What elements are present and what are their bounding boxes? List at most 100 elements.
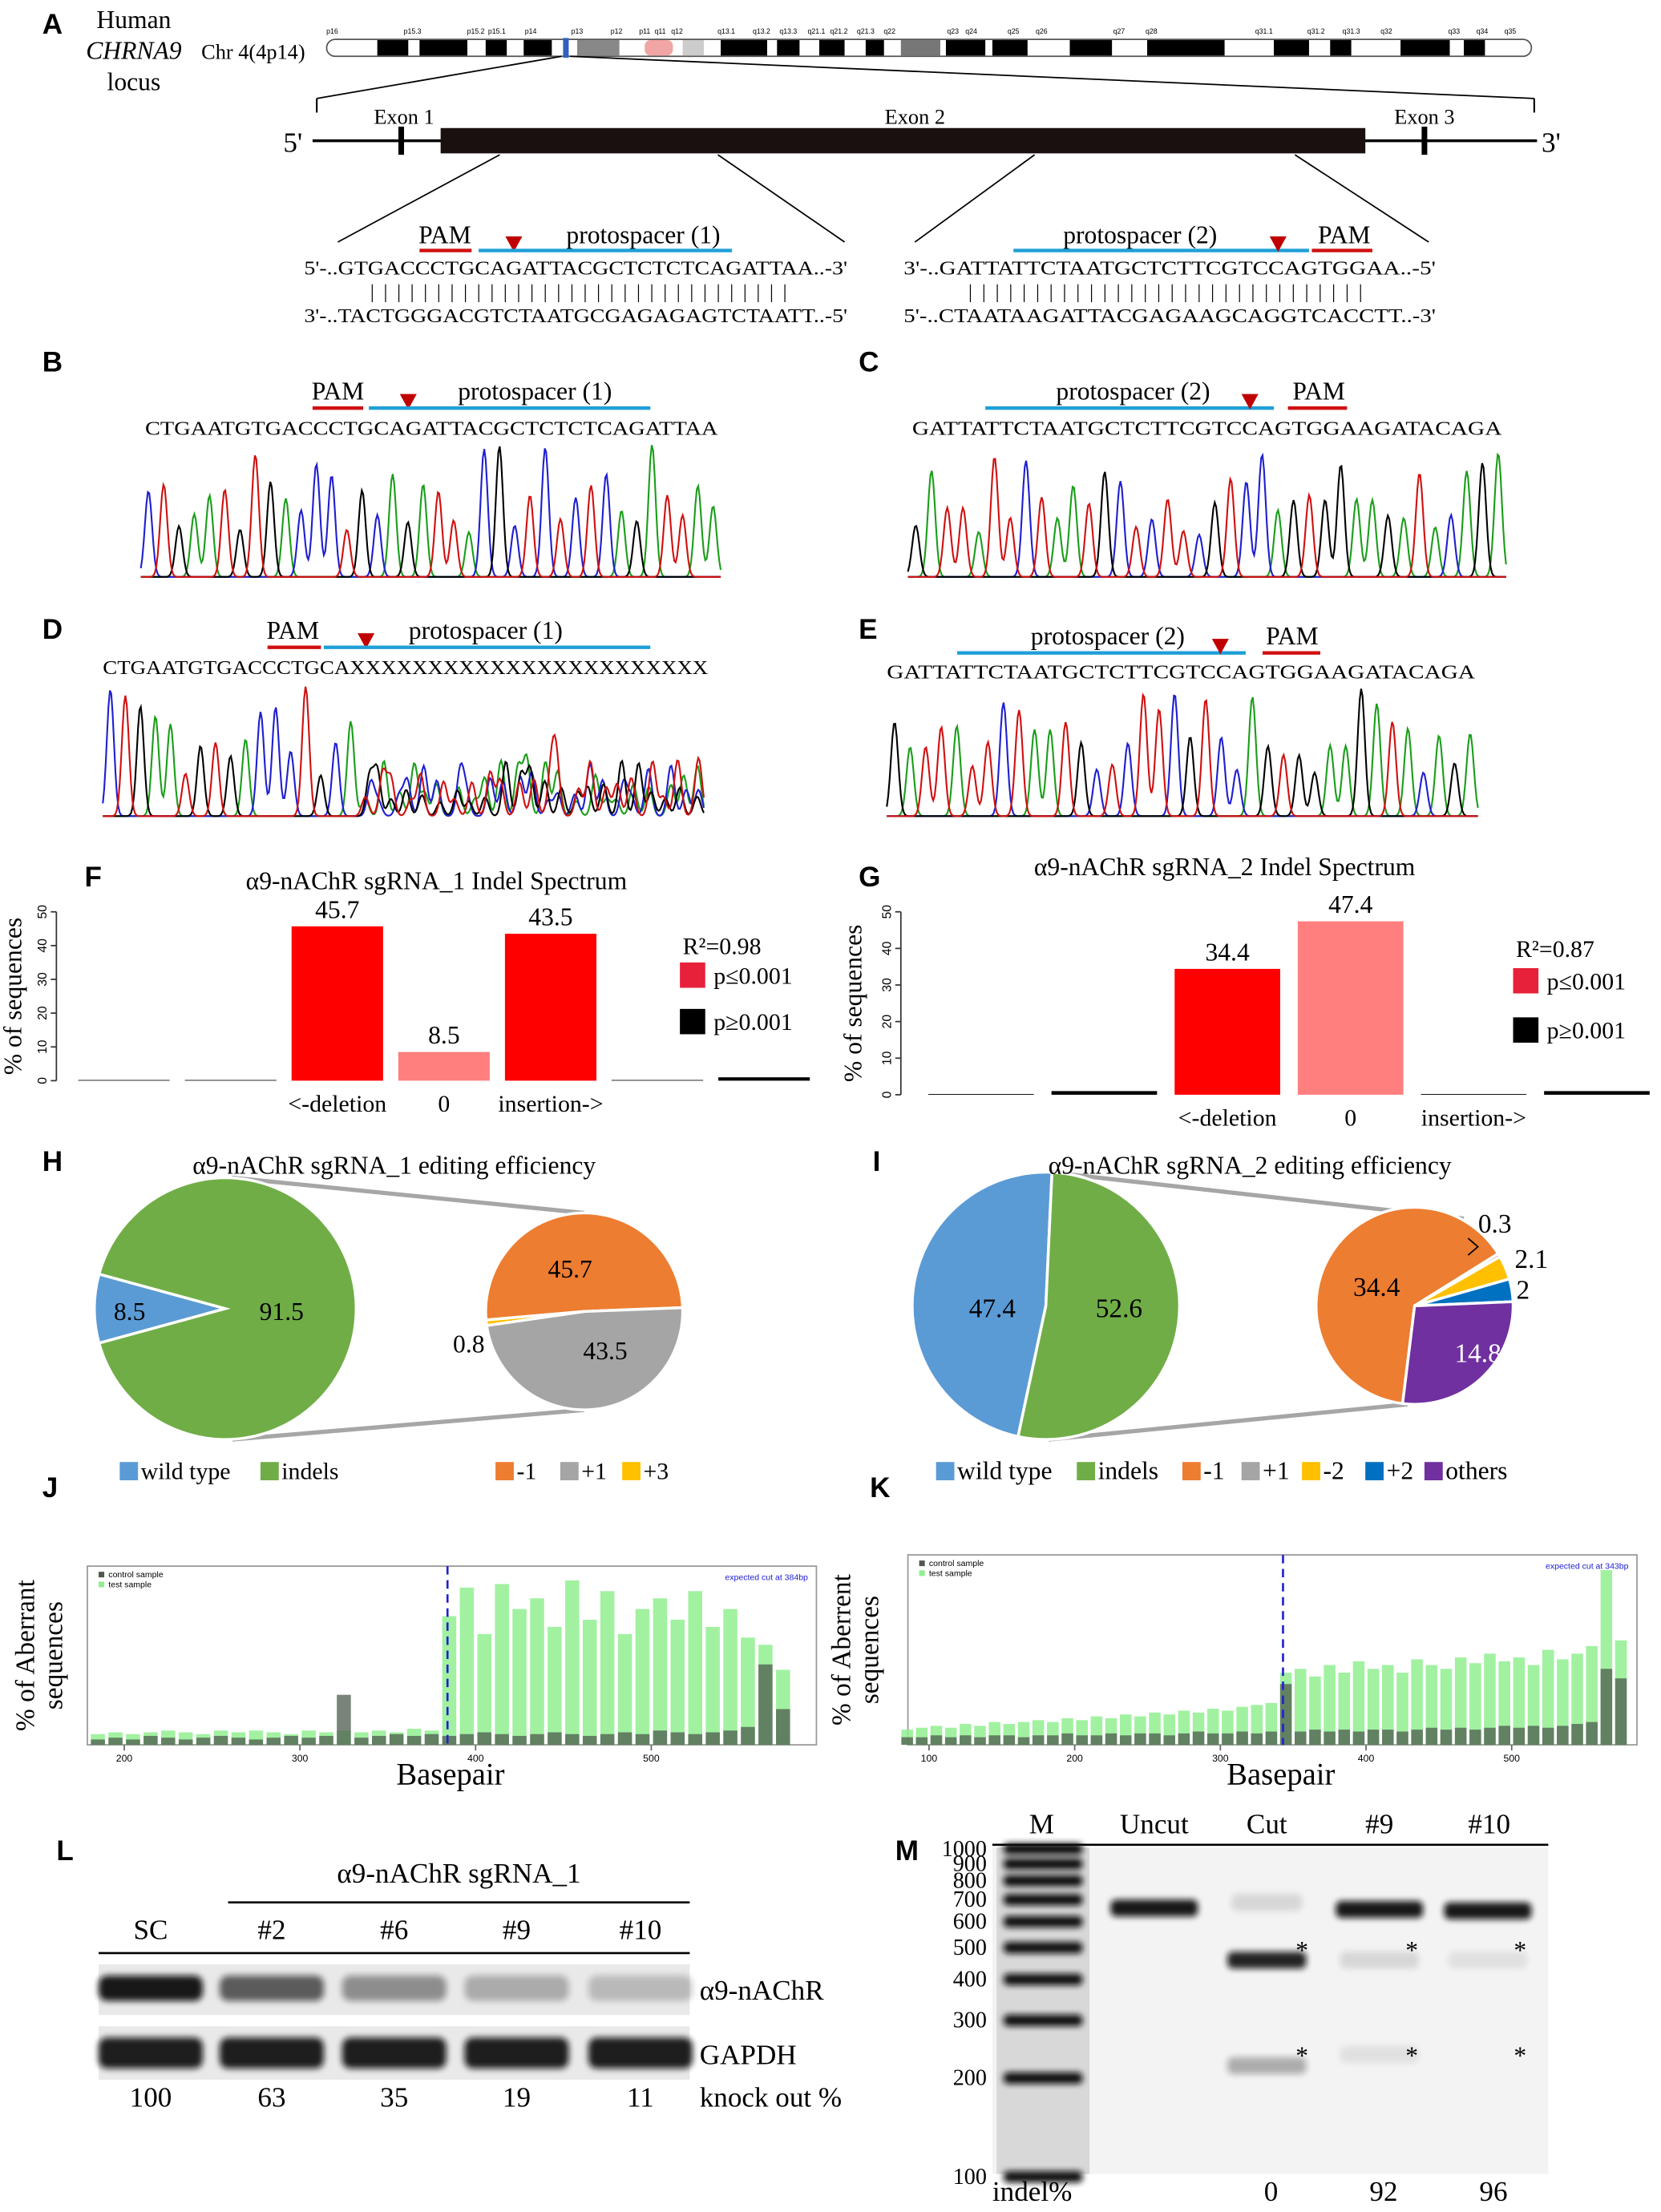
band-label: p16 [326, 27, 338, 35]
chromosome-band [818, 40, 845, 56]
y-tick-label: 50 [36, 905, 50, 919]
x-tick-label: <-deletion [288, 1091, 386, 1117]
band-label: q21.1 [807, 27, 825, 35]
data-label: 91.5 [260, 1298, 304, 1326]
rule [570, 55, 1534, 99]
bar [398, 1052, 490, 1081]
lane-label: M [1029, 1809, 1054, 1840]
gel-band [1340, 1952, 1419, 1969]
gel-band [1448, 1952, 1528, 1969]
data-label: 14.8 [1454, 1339, 1501, 1369]
label: protospacer (2) [1031, 622, 1185, 650]
bar [1440, 1669, 1453, 1746]
bar [960, 1735, 972, 1746]
bar [1192, 1731, 1205, 1746]
legend-label: +3 [643, 1458, 669, 1484]
y-tick-label: 10 [36, 1039, 50, 1054]
data-label: 0.8 [453, 1330, 485, 1358]
x-tick-label: 400 [1358, 1753, 1375, 1764]
asterisk: * [1405, 2042, 1418, 2070]
panel-letter: J [42, 1472, 59, 1504]
label: Exon 1 [374, 106, 434, 129]
bar [126, 1739, 140, 1746]
band-label: q11 [655, 27, 666, 35]
x-tick-label: <-deletion [1178, 1105, 1277, 1132]
label: PAM [267, 616, 320, 644]
blot-band [588, 1976, 693, 2001]
chromosome-band [682, 40, 704, 56]
bar [459, 1587, 475, 1746]
bar [1047, 1735, 1059, 1746]
blot-band [220, 1976, 324, 2001]
bar [196, 1738, 211, 1746]
legend-label: p≤0.001 [713, 963, 792, 989]
bar [1425, 1665, 1438, 1746]
chromosome-band [1069, 40, 1113, 56]
row-label: knock out % [700, 2081, 842, 2113]
chart-title: α9-nAChR sgRNA_1 editing efficiency [192, 1151, 596, 1179]
band-label: q34 [1477, 27, 1489, 35]
legend-label: +1 [581, 1458, 607, 1484]
bar [143, 1735, 158, 1746]
bar [424, 1734, 439, 1746]
data-label: 43.5 [528, 903, 572, 931]
y-tick-label: 20 [880, 1015, 894, 1029]
bar [178, 1739, 193, 1746]
exon [440, 127, 1366, 154]
bar [1586, 1722, 1598, 1746]
bar [337, 1694, 351, 1746]
bar [582, 1735, 597, 1746]
y-tick-label: 30 [36, 972, 50, 987]
chromatogram-trace [907, 458, 1506, 578]
bar [930, 1735, 943, 1746]
bar [108, 1738, 123, 1746]
label: Human [96, 6, 171, 34]
y-axis-label: sequences [855, 1596, 885, 1704]
bar [1469, 1663, 1481, 1746]
centromere [645, 40, 673, 56]
band-label: q35 [1505, 27, 1517, 35]
y-tick-label: 30 [880, 978, 894, 992]
x-tick-label: 300 [292, 1753, 309, 1764]
bar [1119, 1735, 1132, 1746]
bar [928, 1094, 1034, 1095]
marker-label: 600 [953, 1910, 987, 1935]
pie-slice [911, 1170, 1054, 1439]
data-label: 34.4 [1205, 938, 1249, 966]
label: PAM [312, 377, 365, 406]
band-label: p13 [572, 27, 584, 35]
band-label: p15.3 [404, 27, 422, 35]
value-label: 63 [257, 2081, 285, 2113]
blot-band [99, 2037, 203, 2069]
legend-label: +1 [1263, 1456, 1290, 1484]
blot-band [341, 1976, 447, 2001]
legend-swatch [1513, 1017, 1539, 1043]
chromosome-band [992, 40, 1028, 56]
legend-swatch [622, 1462, 641, 1481]
data-label: 8.5 [114, 1298, 146, 1326]
lane-label: #6 [380, 1914, 408, 1945]
panel-letter: K [870, 1472, 891, 1504]
legend-label: test sample [929, 1568, 972, 1578]
bar [670, 1732, 685, 1746]
data-label: 2.1 [1515, 1245, 1549, 1274]
bar [1178, 1733, 1190, 1746]
y-tick-label: 40 [880, 941, 894, 955]
lane-label: #9 [503, 1914, 531, 1945]
bar [741, 1637, 755, 1746]
label: PAM [418, 221, 471, 249]
bar [1425, 1727, 1438, 1746]
chromosome-band [1330, 40, 1352, 56]
label: CHRNA9 [86, 37, 182, 65]
bar [1206, 1733, 1219, 1746]
y-axis-label: % of Aberrant [10, 1579, 40, 1731]
chromosome-band [900, 40, 940, 56]
bar [944, 1737, 957, 1746]
bar [653, 1598, 668, 1746]
bar [477, 1633, 492, 1746]
pie-slice [97, 1176, 358, 1441]
annotation: expected cut at 384bp [725, 1573, 808, 1583]
rule [337, 154, 500, 243]
data-label: 52.6 [1096, 1294, 1142, 1323]
bar [1527, 1726, 1540, 1746]
